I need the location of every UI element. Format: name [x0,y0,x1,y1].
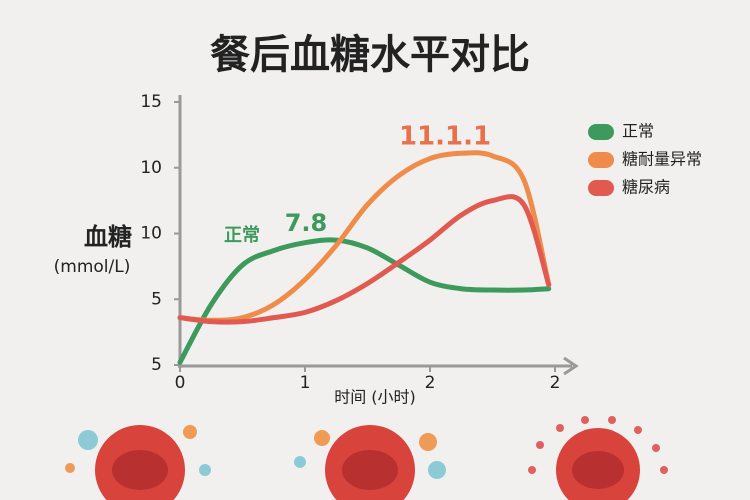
axis-arrow [563,356,579,376]
line-series [177,194,552,325]
x-tick-label: 1 [300,373,311,393]
y-tick-label: 10 [140,224,162,244]
legend-label: 糖耐量异常 [622,150,702,169]
x-axis-label: 时间 (小时) [334,388,416,407]
legend-label: 糖尿病 [622,178,670,197]
legend-swatch [588,152,614,168]
y-tick-label: 5 [151,355,162,375]
cell-core [572,451,624,489]
particle [660,466,668,474]
particle [634,426,642,434]
particle [314,430,330,446]
annotation: 7.8 [285,209,328,237]
particle [608,416,616,424]
line-series [177,237,552,365]
cell-core [112,450,168,490]
y-axis-label: (mmol/L) [54,257,131,277]
line-series [177,150,552,323]
y-axis-label: 血糖 [84,223,132,251]
y-tick-label: 15 [140,92,162,112]
legend-swatch [588,180,614,196]
particle [556,424,564,432]
x-tick-label: 2 [550,373,561,393]
legend-swatch [588,124,614,140]
particle [419,433,437,451]
x-tick-label: 0 [175,373,186,393]
cell-core [342,450,398,490]
particle [65,463,75,473]
y-tick-label: 10 [140,158,162,178]
particle [536,441,544,449]
particle [78,430,98,450]
annotation: 正常 [224,224,260,246]
particle [581,416,589,424]
chart-title: 餐后血糖水平对比 [210,32,530,78]
y-tick-label: 5 [151,289,162,309]
cell-illustrations [65,416,668,500]
particle [528,466,536,474]
particle [294,456,306,468]
particle [199,464,211,476]
annotation: 11.1.1 [399,122,491,152]
legend-label: 正常 [622,122,654,141]
x-tick-label: 2 [425,373,436,393]
particle [428,461,446,479]
particle [652,444,660,452]
particle [183,425,197,439]
